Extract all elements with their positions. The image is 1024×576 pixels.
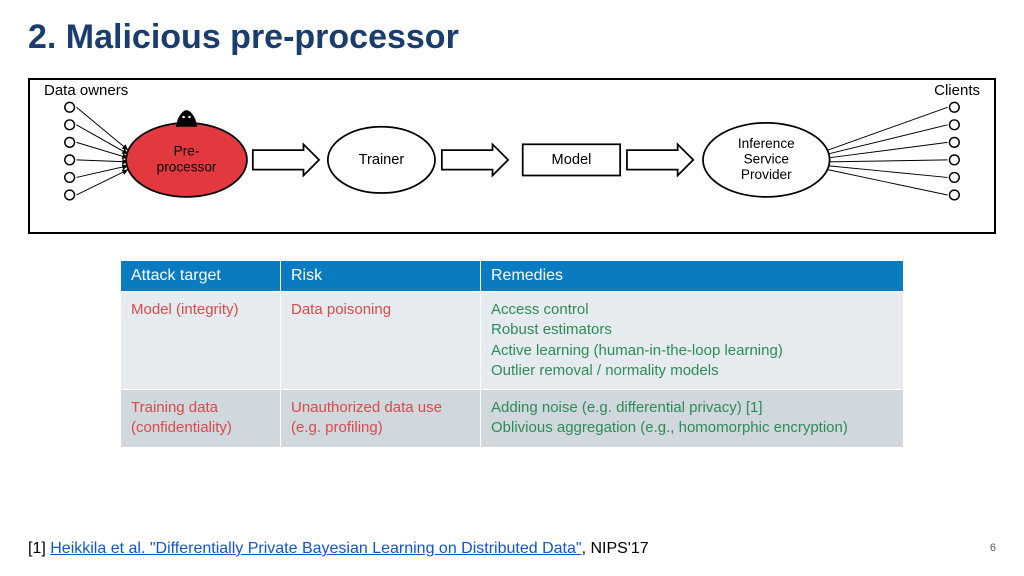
pipeline-diagram: Pre-processor Trainer Model InferenceServic… [28,78,996,234]
svg-text:processor: processor [157,159,217,174]
col-header-remedy: Remedies [481,261,904,292]
table-row: Model (integrity)Data poisoningAccess co… [121,292,904,390]
col-header-risk: Risk [281,261,481,292]
cell-remedy: Access controlRobust estimatorsActive le… [481,292,904,390]
slide-title: 2. Malicious pre-processor [28,18,459,57]
cell-target: Training data (confidentiality) [121,390,281,448]
cell-remedy: Adding noise (e.g. differential privacy)… [481,390,904,448]
svg-text:Provider: Provider [741,167,792,182]
svg-text:Service: Service [744,152,789,167]
svg-text:Model: Model [552,152,592,168]
citation-suffix: , NIPS'17 [582,540,649,557]
svg-text:Inference: Inference [738,136,795,151]
table-header-row: Attack target Risk Remedies [121,261,904,292]
cell-risk: Data poisoning [281,292,481,390]
citation-prefix: [1] [28,540,50,557]
citation-link[interactable]: Heikkila et al. "Differentially Private … [50,540,581,557]
svg-text:Trainer: Trainer [359,152,405,168]
table-row: Training data (confidentiality)Unauthori… [121,390,904,448]
citation: [1] Heikkila et al. "Differentially Priv… [28,540,649,558]
table-body: Model (integrity)Data poisoningAccess co… [121,292,904,448]
page-number: 6 [990,542,996,554]
cell-target: Model (integrity) [121,292,281,390]
svg-text:Pre-: Pre- [174,144,200,159]
diagram-svg: Pre-processor Trainer Model InferenceServic… [30,80,994,232]
cell-risk: Unauthorized data use (e.g. profiling) [281,390,481,448]
col-header-target: Attack target [121,261,281,292]
attack-table: Attack target Risk Remedies Model (integ… [120,260,904,448]
